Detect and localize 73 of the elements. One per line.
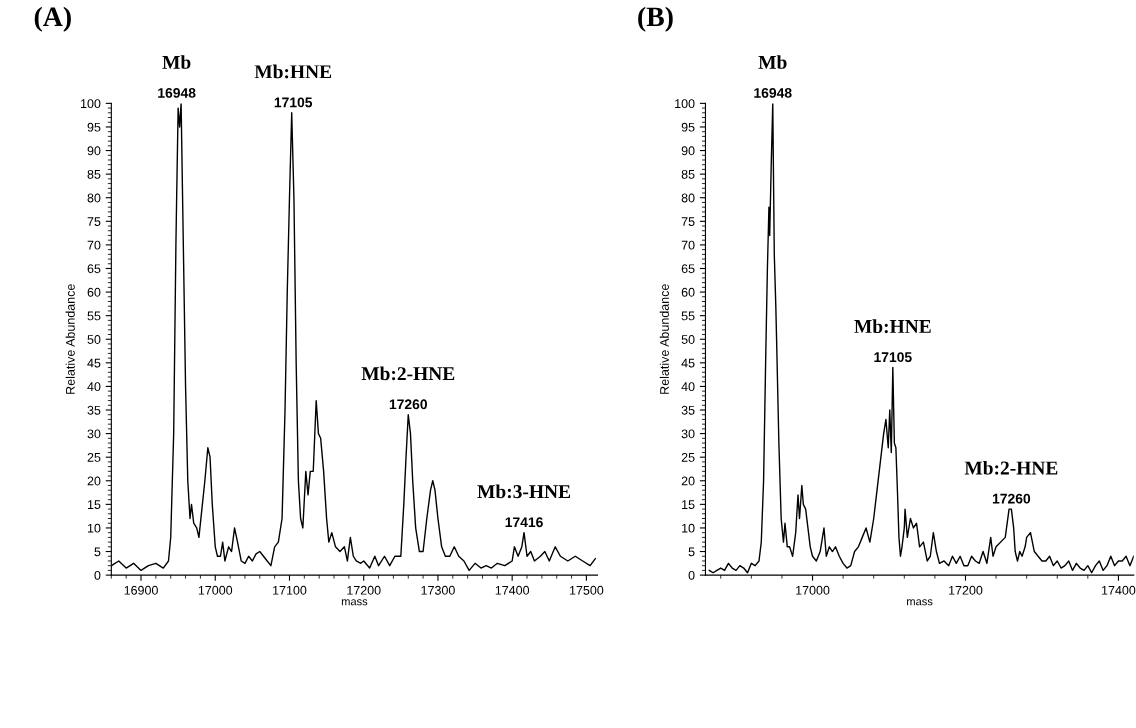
x-tick-label: 17500 <box>569 585 604 595</box>
y-tick-label: 90 <box>87 146 101 156</box>
y-tick-label: 75 <box>681 217 695 226</box>
x-tick-label: 17100 <box>273 585 307 595</box>
y-tick-label: 30 <box>87 429 101 439</box>
y-tick-label: 90 <box>681 146 695 156</box>
y-tick-label: 50 <box>87 335 101 344</box>
y-tick-label: 40 <box>681 382 695 392</box>
annotation: Mb:3-HNE <box>477 484 571 499</box>
y-tick-label: 65 <box>87 264 101 274</box>
y-tick-label: 80 <box>87 193 101 203</box>
x-tick-label: 17200 <box>949 585 983 595</box>
y-tick-label: 45 <box>87 358 101 368</box>
x-tick-label: 17300 <box>421 585 455 595</box>
y-axis-title: Relative Abundance <box>659 284 669 394</box>
annotation: Mb:HNE <box>254 64 332 79</box>
annotation: 16948 <box>158 88 196 98</box>
chart-title: (A) <box>34 6 71 32</box>
y-tick-label: 30 <box>681 429 695 439</box>
y-tick-label: 80 <box>681 193 695 203</box>
y-tick-label: 100 <box>675 99 695 109</box>
x-axis-title: mass <box>341 599 368 606</box>
x-tick-label: 17200 <box>347 585 381 595</box>
y-tick-label: 25 <box>87 452 101 462</box>
y-tick-label: 25 <box>681 452 695 462</box>
chart-title: (B) <box>638 6 673 32</box>
annotation: 17260 <box>389 399 427 410</box>
y-tick-label: 85 <box>681 169 695 179</box>
y-tick-label: 15 <box>682 500 695 510</box>
y-tick-label: 5 <box>688 547 695 557</box>
y-tick-label: 95 <box>87 122 101 132</box>
y-tick-label: 35 <box>681 405 695 415</box>
x-tick-label: 17400 <box>1102 585 1136 595</box>
x-tick-label: 16900 <box>124 585 158 595</box>
y-tick-label: 55 <box>681 311 695 321</box>
y-tick-label: 60 <box>681 287 695 297</box>
line-series <box>708 103 1134 574</box>
y-tick-label: 45 <box>681 358 695 368</box>
y-tick-label: 60 <box>87 287 101 297</box>
y-tick-label: 0 <box>688 570 695 580</box>
y-tick-label: 15 <box>87 500 101 510</box>
y-tick-label: 65 <box>681 264 695 274</box>
annotation: Mb <box>758 55 787 69</box>
annotation: 17105 <box>274 97 313 108</box>
y-tick-label: 40 <box>87 382 101 392</box>
y-tick-label: 50 <box>681 335 695 344</box>
x-axis-title: mass <box>907 599 933 606</box>
y-tick-label: 35 <box>87 405 101 415</box>
annotation: Mb <box>162 55 191 69</box>
x-tick-label: 17000 <box>796 585 830 595</box>
annotation: 17260 <box>992 493 1031 504</box>
annotation: 16948 <box>754 88 792 98</box>
y-tick-label: 55 <box>87 311 101 321</box>
annotation: Mb:HNE <box>854 319 931 334</box>
y-tick-label: 75 <box>87 217 101 226</box>
annotation: 17105 <box>874 352 912 363</box>
y-tick-label: 70 <box>681 240 695 250</box>
y-axis-title: Relative Abundance <box>65 284 75 394</box>
y-tick-label: 10 <box>87 523 101 533</box>
y-tick-label: 0 <box>94 570 101 580</box>
annotation: Mb:2-HNE <box>964 460 1058 475</box>
y-tick-label: 100 <box>81 99 101 109</box>
x-tick-label: 17400 <box>495 585 530 595</box>
y-tick-label: 95 <box>681 122 695 132</box>
y-tick-label: 20 <box>87 476 101 486</box>
annotation: Mb:2-HNE <box>361 366 455 381</box>
y-tick-label: 20 <box>681 476 695 486</box>
x-tick-label: 17000 <box>198 585 233 595</box>
y-tick-label: 70 <box>87 240 101 250</box>
y-tick-label: 85 <box>87 169 101 179</box>
y-tick-label: 10 <box>682 523 695 533</box>
annotation: 17416 <box>505 517 543 528</box>
y-tick-label: 5 <box>94 547 101 557</box>
